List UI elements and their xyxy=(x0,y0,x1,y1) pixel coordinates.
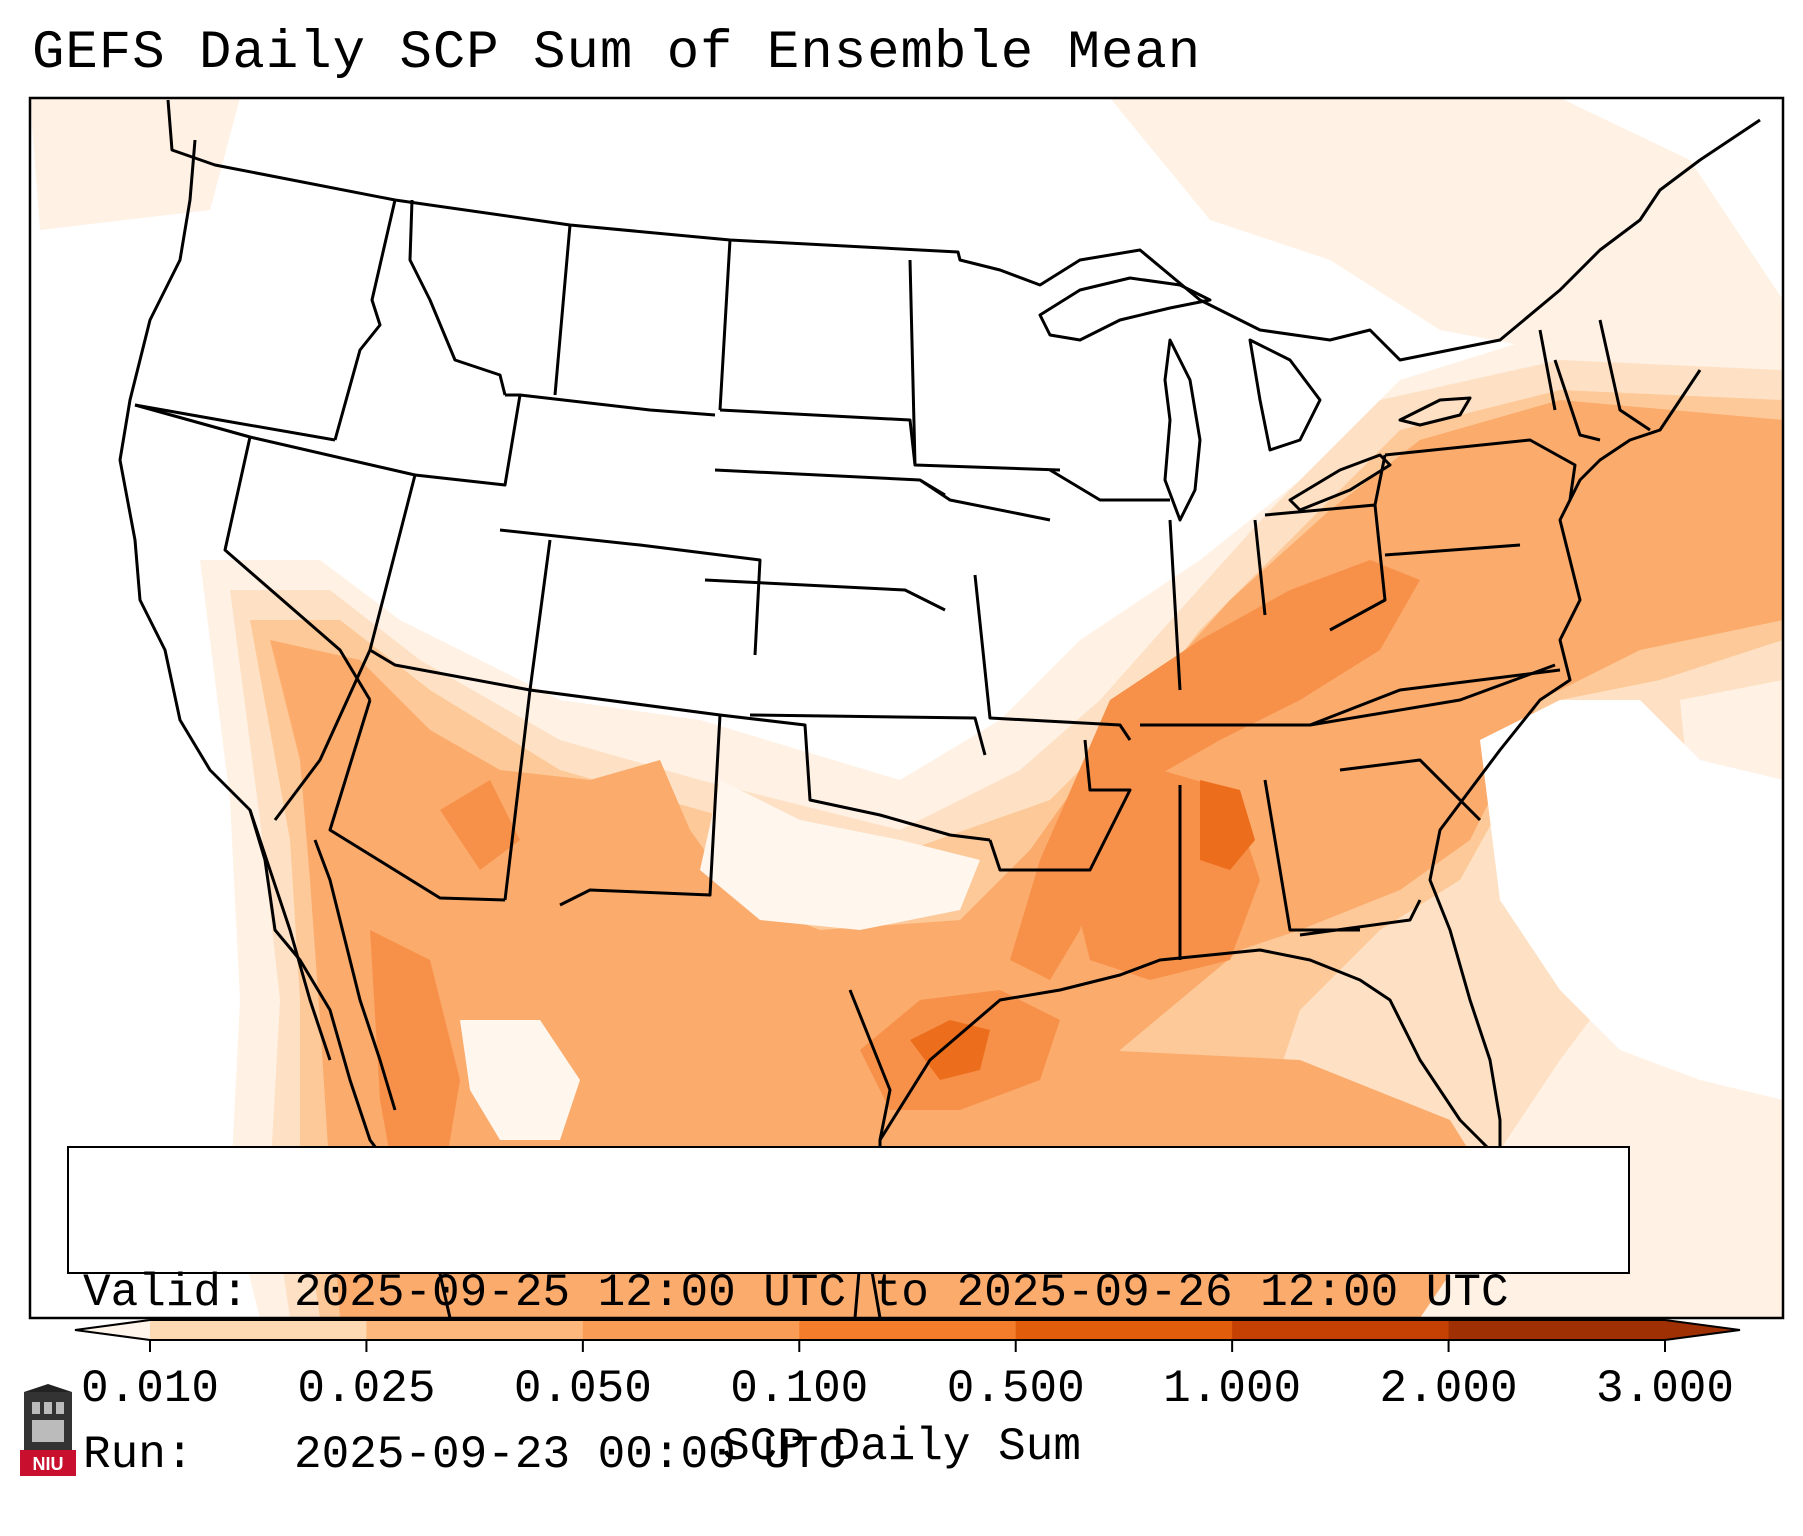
state-nv-az xyxy=(369,648,531,692)
colorbar-segments xyxy=(75,1320,1740,1340)
baja-west xyxy=(248,809,332,1061)
gulf-coast-east xyxy=(878,369,1702,1162)
colorbar xyxy=(74,1319,1741,1352)
valid-value: 2025-09-25 12:00 UTC to 2025-09-26 12:00… xyxy=(294,1267,1509,1319)
colorbar-tick-label: 1.000 xyxy=(1163,1363,1302,1415)
valid-run-info-box: Valid: 2025-09-25 12:00 UTC to 2025-09-26… xyxy=(67,1146,1630,1481)
state-oh-pa-wv xyxy=(1264,454,1521,632)
scp-gap-plains xyxy=(700,780,980,930)
scp-band-0010 xyxy=(30,98,240,230)
state-ca-nv xyxy=(223,436,372,701)
scp-band-0500-mx xyxy=(370,930,460,1210)
state-ks-ok xyxy=(719,713,991,842)
colorbar-tick-label: 0.100 xyxy=(730,1363,869,1415)
scp-band-0100 xyxy=(270,400,1783,1318)
state-wa-or xyxy=(134,403,336,442)
run-key: Run: xyxy=(83,1429,194,1481)
colorbar-extend-low xyxy=(75,1320,150,1340)
colorbar-label: SCP Daily Sum xyxy=(722,1421,1081,1473)
state-new-england xyxy=(1538,319,1651,442)
state-ar-la-ms xyxy=(988,739,1132,872)
colorbar-tick-label: 0.025 xyxy=(297,1363,436,1415)
map-frame xyxy=(28,96,1785,1320)
colorbar-segment xyxy=(366,1320,584,1340)
colorbar-segment xyxy=(582,1320,800,1340)
colorbar-extend-high xyxy=(1665,1320,1740,1340)
state-az-nm xyxy=(328,699,506,902)
us-canada-border xyxy=(166,99,1761,362)
state-or-ca-nv xyxy=(134,403,417,821)
colorbar-segment xyxy=(150,1320,367,1340)
map-borders xyxy=(118,99,1761,1318)
scp-gap-atlantic xyxy=(1480,700,1783,1100)
valid-time-row: Valid: 2025-09-25 12:00 UTC to 2025-09-26… xyxy=(83,1266,1614,1320)
lake-ontario xyxy=(1398,396,1472,427)
colorbar-outline xyxy=(74,1319,1741,1341)
lake-huron xyxy=(1248,338,1322,452)
state-ky-tn xyxy=(1140,663,1556,727)
state-mt-wy xyxy=(519,393,716,417)
state-wy-co xyxy=(499,528,762,656)
state-mn-ia xyxy=(908,259,1061,522)
state-nm-tx xyxy=(529,688,722,907)
colorbar-segment xyxy=(1448,1320,1666,1340)
state-id-mt xyxy=(408,199,507,396)
colorbar-tick-label: 0.010 xyxy=(80,1363,220,1415)
colorbar-segment xyxy=(1015,1320,1233,1340)
state-ny-pa xyxy=(1384,438,1577,501)
state-ga-fl xyxy=(1299,899,1422,937)
colorbar-tick-label: 0.050 xyxy=(513,1363,652,1415)
state-wa-id xyxy=(333,199,397,441)
niu-logo-text: NIU xyxy=(33,1454,64,1474)
lake-erie xyxy=(1288,453,1392,512)
scp-band-0010-northeast xyxy=(1110,98,1783,360)
lake-michigan xyxy=(1163,338,1202,522)
west-coast xyxy=(118,139,452,1318)
colorbar-tick-label: 2.000 xyxy=(1379,1363,1518,1415)
state-mt-nd xyxy=(553,224,732,411)
colorbar-tick-label: 0.500 xyxy=(946,1363,1085,1415)
run-value: 2025-09-23 00:00 UTC xyxy=(294,1429,847,1481)
colorbar-segment xyxy=(1232,1320,1450,1340)
scp-map xyxy=(28,96,1785,1320)
scp-band-0500-tn xyxy=(1010,560,1420,980)
map-title: GEFS Daily SCP Sum of Ensemble Mean xyxy=(32,23,1202,84)
scp-band-0500-az xyxy=(440,780,520,870)
colorbar-tick-label: 3.000 xyxy=(1595,1363,1735,1415)
colorbar-segment xyxy=(799,1320,1017,1340)
baja-coast xyxy=(313,839,397,1111)
state-mo-ar xyxy=(973,574,1132,741)
niu-logo: NIU xyxy=(20,1384,76,1476)
scp-gap-mexico xyxy=(460,1020,580,1140)
scp-band-1000-txcoast xyxy=(910,1020,990,1080)
run-time-row: Run: 2025-09-23 00:00 UTC xyxy=(83,1428,1614,1482)
scp-band-1000-al xyxy=(1200,780,1255,870)
state-wi-il-in xyxy=(1049,468,1267,691)
colorbar-ticks xyxy=(149,1340,1666,1352)
state-nc-va xyxy=(1309,668,1561,727)
lake-superior xyxy=(1038,276,1212,342)
valid-key: Valid: xyxy=(83,1267,249,1319)
state-id-wy-ut xyxy=(414,393,522,487)
